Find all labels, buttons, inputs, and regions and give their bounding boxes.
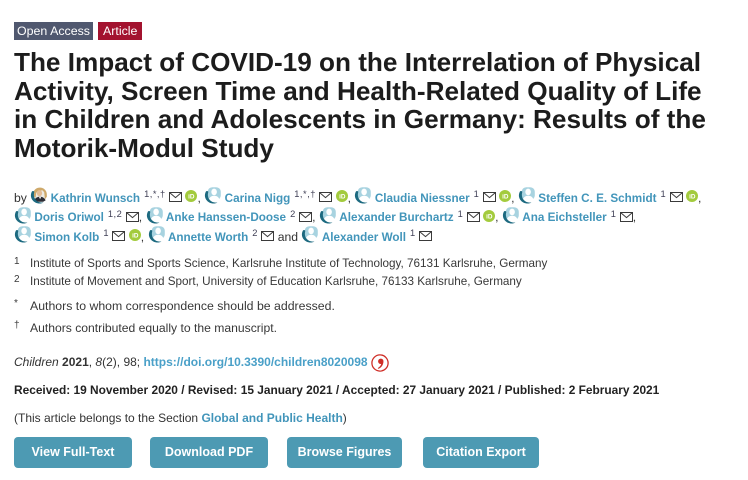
svg-text:iD: iD xyxy=(189,194,196,201)
svg-text:iD: iD xyxy=(339,194,346,201)
svg-text:iD: iD xyxy=(502,194,509,201)
svg-text:iD: iD xyxy=(689,194,696,201)
svg-text:iD: iD xyxy=(486,213,493,220)
svg-text:iD: iD xyxy=(132,233,139,240)
